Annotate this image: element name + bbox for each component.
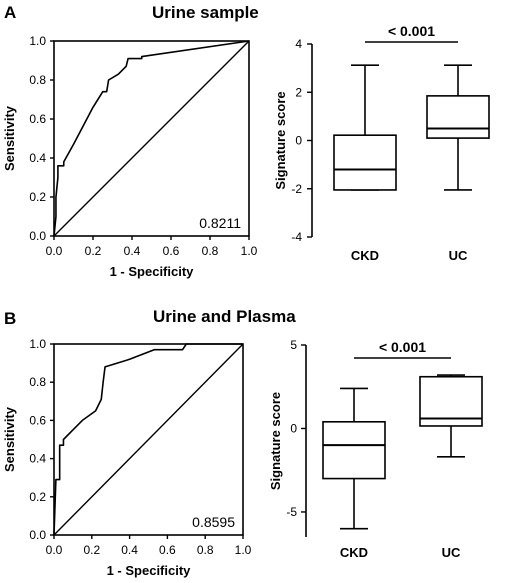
y-axis-title: Signature score (268, 392, 283, 490)
auc-label: 0.8595 (192, 514, 235, 530)
y-tick-label: 0.8 (29, 73, 46, 87)
y-tick-label: -2 (291, 182, 302, 196)
reference-diagonal (53, 40, 250, 237)
panel-a: A Urine sample 0.0 0.2 0.4 0.6 0.8 1.0 0.0 0.2 0.4… (2, 3, 490, 279)
significance-label: < 0.001 (379, 339, 426, 355)
x-tick-label: 0.0 (46, 244, 63, 258)
reference-diagonal (53, 343, 244, 536)
category-label: CKD (340, 545, 368, 560)
category-label: CKD (351, 248, 379, 263)
x-tick-label: 1.0 (241, 244, 258, 258)
panel-letter: A (4, 3, 16, 22)
box-chart: -4 -2 0 2 4 Signature score CKD UC < 0.001 (273, 23, 490, 263)
y-tick-label: 2 (295, 85, 302, 99)
auc-label: 0.8211 (199, 215, 241, 231)
roc-chart: 0.0 0.2 0.4 0.6 0.8 1.0 0.0 0.2 0.4 0.6 0.8 1.0 1 - … (2, 34, 258, 279)
x-tick-label: 0.4 (124, 244, 141, 258)
panel-title: Urine sample (152, 3, 259, 22)
y-tick-label: 1.0 (29, 34, 46, 48)
y-tick-label: 0.2 (29, 190, 46, 204)
x-tick-label: 0.0 (46, 543, 63, 557)
x-axis-title: 1 - Specificity (107, 563, 192, 578)
y-tick-label: 1.0 (29, 337, 46, 351)
iqr-box (333, 134, 397, 191)
y-axis-title: Sensitivity (2, 105, 17, 171)
x-tick-label: 0.2 (83, 543, 100, 557)
category-label: UC (449, 248, 468, 263)
y-axis-title: Signature score (273, 91, 288, 189)
box-ckd (322, 387, 386, 530)
x-axis-title: 1 - Specificity (110, 264, 195, 279)
y-tick-label: 0.4 (29, 452, 46, 466)
y-tick-label: 5 (290, 338, 297, 352)
category-label: UC (442, 545, 461, 560)
y-tick-label: 0 (295, 134, 302, 148)
y-tick-label: 0 (290, 421, 297, 435)
x-tick-label: 0.8 (197, 543, 214, 557)
y-tick-label: 4 (295, 37, 302, 51)
significance-label: < 0.001 (388, 23, 435, 39)
panel-letter: B (4, 309, 16, 328)
iqr-box (426, 95, 490, 139)
x-tick-label: 0.6 (159, 543, 176, 557)
box-chart: -5 0 5 Signature score CKD UC < 0.001 (268, 338, 483, 560)
box-uc (426, 64, 490, 191)
y-tick-label: 0.4 (29, 151, 46, 165)
x-tick-label: 0.8 (202, 244, 219, 258)
y-tick-label: 0.0 (29, 528, 46, 542)
y-tick-label: 0.2 (29, 490, 46, 504)
roc-curve (53, 343, 243, 536)
y-tick-label: -5 (286, 505, 297, 519)
roc-curve (53, 40, 250, 237)
x-tick-label: 0.4 (121, 543, 138, 557)
y-tick-label: -4 (291, 230, 302, 244)
iqr-box (322, 420, 386, 480)
y-tick-label: 0.8 (29, 375, 46, 389)
roc-frame (53, 40, 250, 237)
x-tick-label: 1.0 (235, 543, 252, 557)
y-tick-label: 0.6 (29, 112, 46, 126)
x-tick-label: 0.2 (85, 244, 102, 258)
panel-title: Urine and Plasma (153, 307, 296, 326)
box-ckd (333, 64, 397, 191)
y-tick-label: 0.0 (29, 229, 46, 243)
y-axis-title: Sensitivity (2, 406, 17, 472)
y-tick-label: 0.6 (29, 413, 46, 427)
x-tick-label: 0.6 (163, 244, 180, 258)
box-uc (419, 374, 483, 458)
roc-frame (53, 343, 244, 536)
roc-chart: 0.0 0.2 0.4 0.6 0.8 1.0 0.0 0.2 0.4 0.6 0.8 1.0 1 - … (2, 337, 252, 578)
